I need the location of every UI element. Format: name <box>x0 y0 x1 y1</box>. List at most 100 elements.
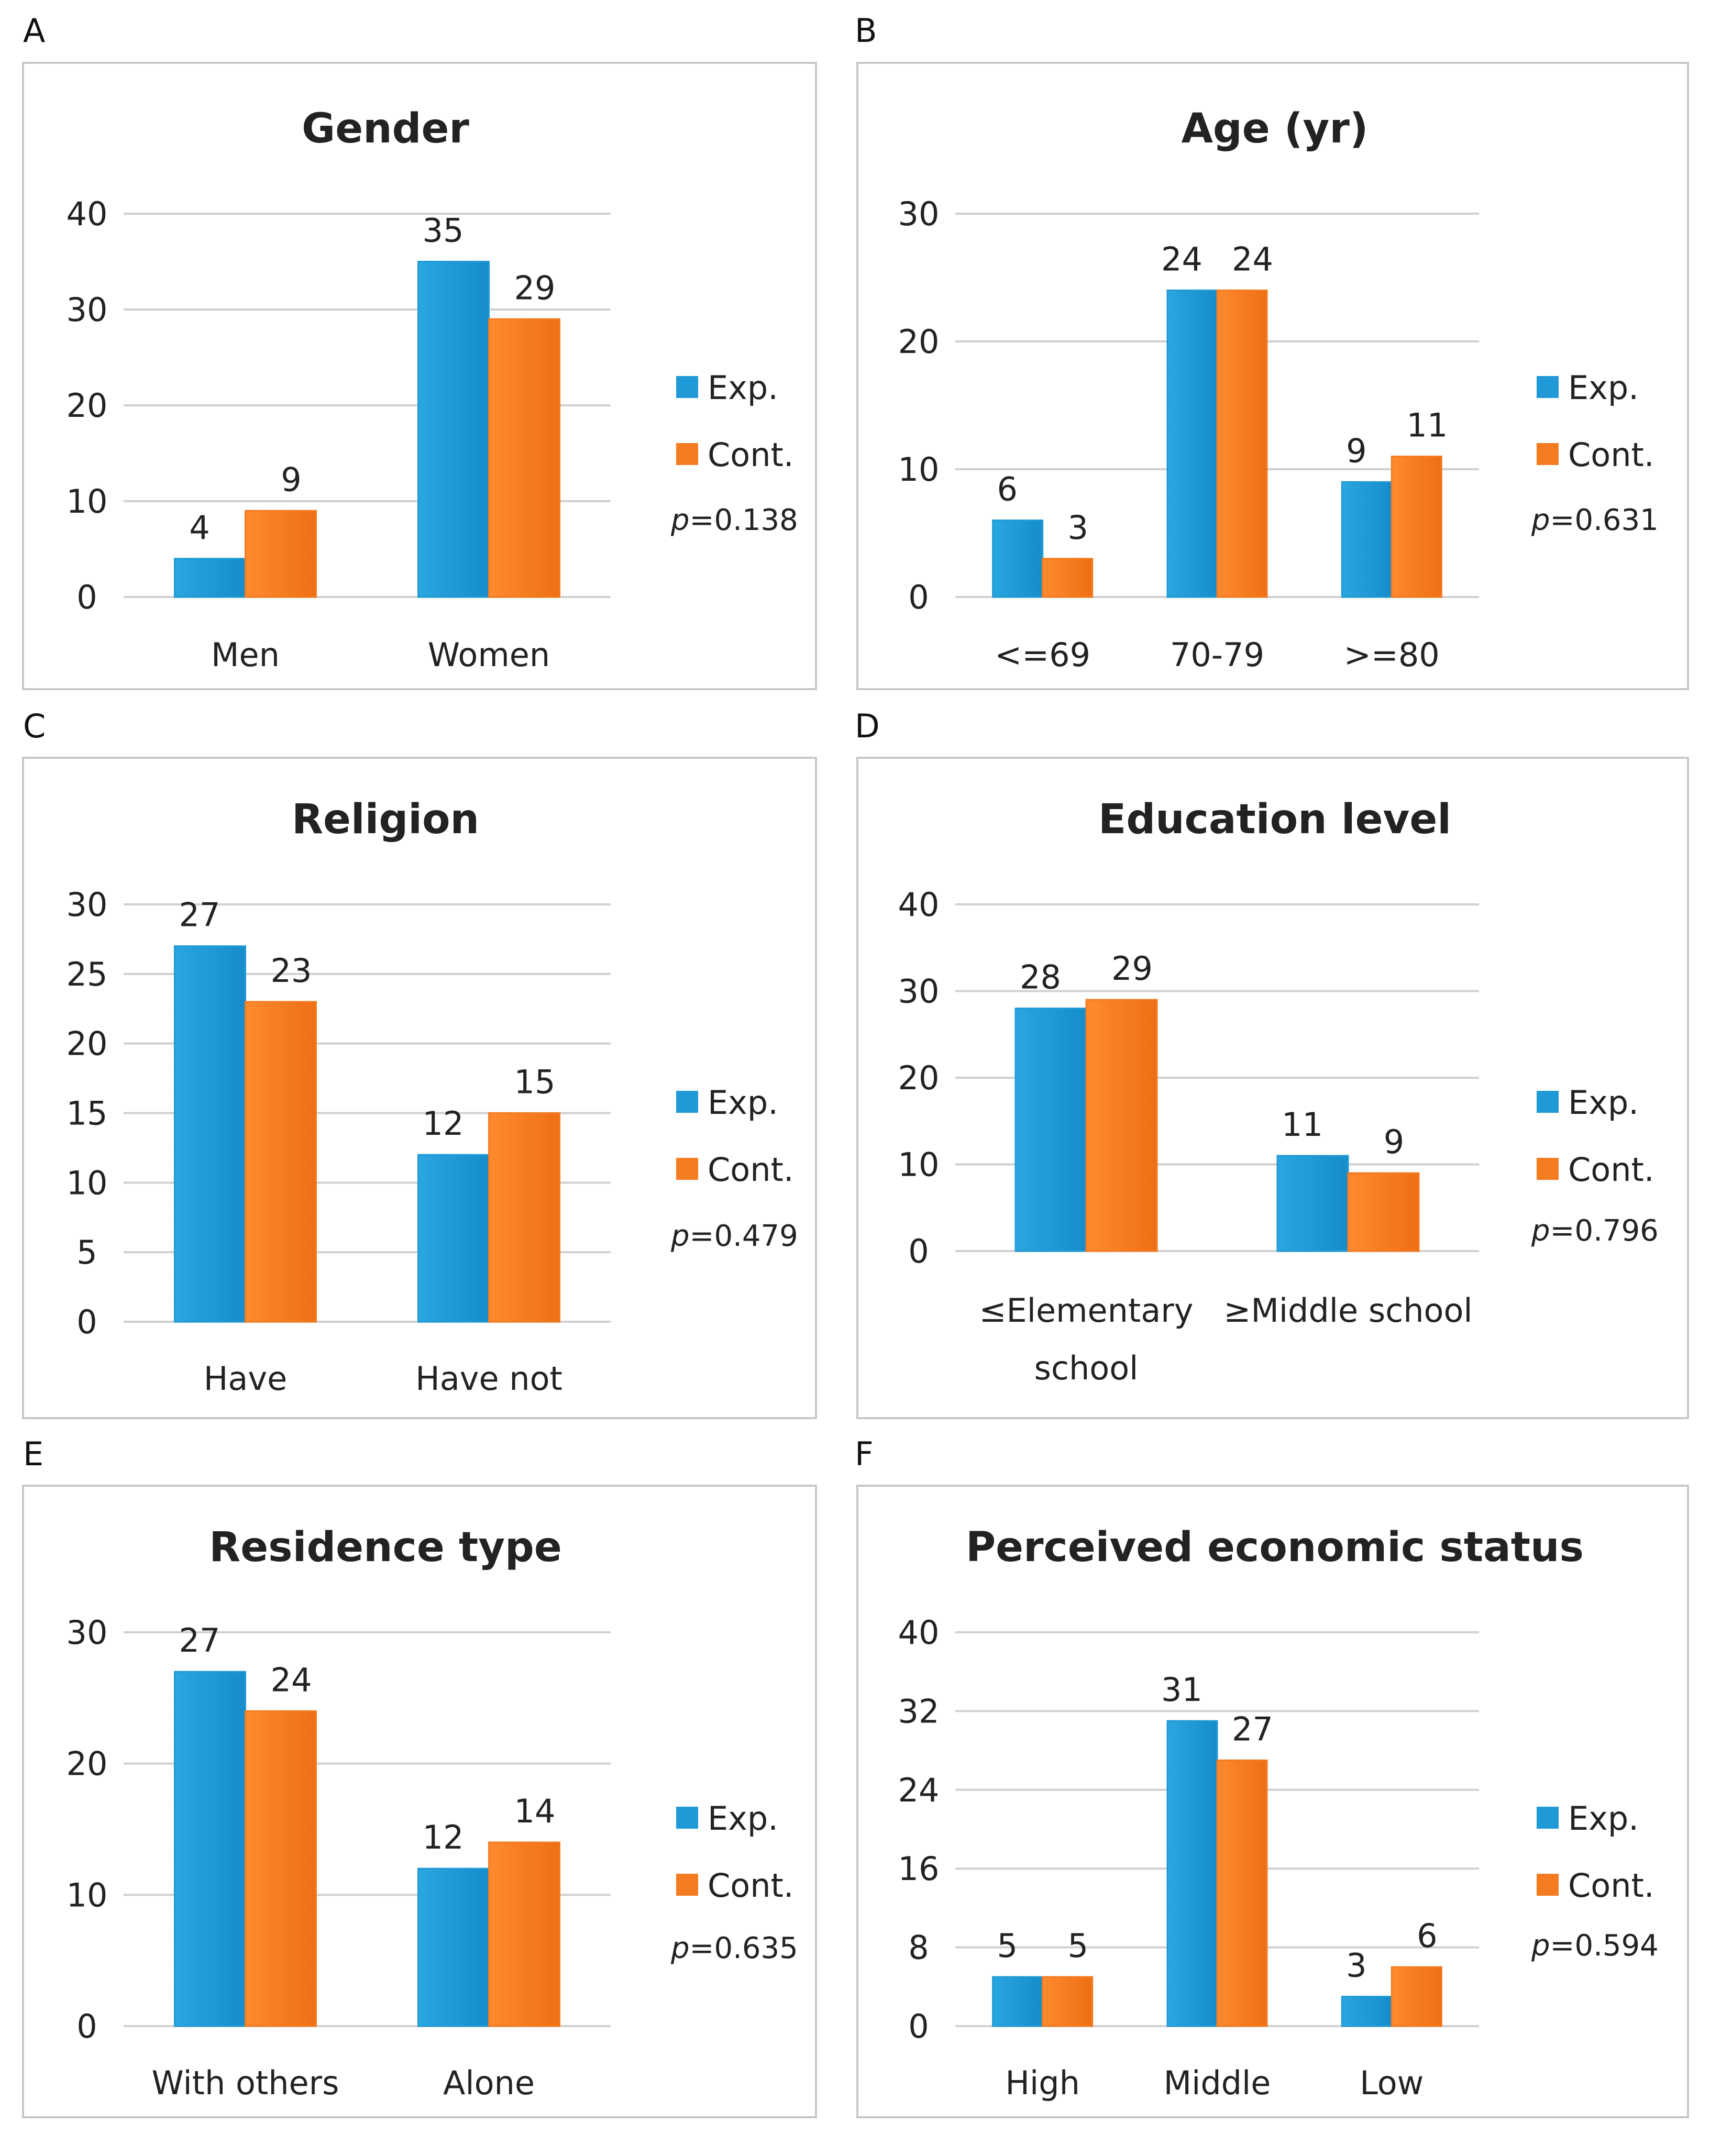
data-label-exp: 3 <box>1346 1947 1366 1985</box>
y-tick-label: 10 <box>898 450 940 489</box>
data-label-cont: 15 <box>514 1063 556 1101</box>
bar-exp <box>1166 289 1218 598</box>
chart-svg-religion: Religion 0 5 10 15 20 25 30 27 23 Have 12 15 Have not… <box>67 796 798 1398</box>
x-category-label: ≤Elementary <box>979 1291 1194 1330</box>
y-tick-label: 20 <box>67 1745 108 1783</box>
chart-panel-religion: Religion 0 5 10 15 20 25 30 27 23 Have 12 15 Have not… <box>22 757 817 1419</box>
y-tick-label: 25 <box>67 955 108 993</box>
bar-cont <box>1042 558 1094 598</box>
data-label-cont: 27 <box>1232 1710 1273 1748</box>
legend-label-exp: Exp. <box>1568 1083 1639 1122</box>
y-tick-label: 30 <box>898 195 940 233</box>
data-label-cont: 29 <box>514 269 556 307</box>
bar-cont <box>1347 1172 1420 1252</box>
y-tick-label: 30 <box>67 1613 108 1652</box>
y-tick-label: 20 <box>67 386 108 425</box>
x-category-label: <=69 <box>995 636 1090 674</box>
legend-swatch-cont <box>1537 1874 1559 1896</box>
x-category-label: Have <box>204 1359 287 1398</box>
y-tick-label: 30 <box>67 291 108 329</box>
bar-exp <box>1166 1720 1218 2027</box>
bar-cont <box>488 1112 560 1323</box>
y-tick-label: 0 <box>908 2007 929 2046</box>
legend-swatch-cont <box>1537 1158 1559 1180</box>
bar-exp <box>992 519 1044 598</box>
data-label-exp: 27 <box>179 896 220 934</box>
data-label-exp: 5 <box>997 1927 1017 1965</box>
bar-cont <box>488 318 560 598</box>
legend-swatch-exp <box>676 1091 698 1113</box>
data-label-cont: 29 <box>1111 949 1153 988</box>
panel-letter-d: D <box>855 707 880 745</box>
x-category-label: Low <box>1360 2064 1424 2102</box>
bar-exp <box>417 1154 490 1323</box>
data-label-exp: 11 <box>1282 1105 1323 1144</box>
chart-svg-age: Age (yr) 0 10 20 30 6 3 <=69 24 24 70-79 9 11 >=80 Exp… <box>898 105 1659 674</box>
y-tick-label: 10 <box>67 1876 108 1914</box>
legend-label-exp: Exp. <box>708 369 778 407</box>
bar-exp <box>174 1671 246 2027</box>
bar-cont <box>1216 1759 1268 2027</box>
x-category-label: High <box>1005 2064 1080 2102</box>
panel-letter-e: E <box>23 1435 44 1473</box>
y-tick-label: 0 <box>908 578 929 616</box>
data-label-cont: 14 <box>514 1792 556 1830</box>
y-tick-label: 20 <box>898 323 940 361</box>
y-tick-label: 40 <box>898 1613 940 1652</box>
bar-exp <box>1341 1996 1393 2027</box>
y-tick-label: 16 <box>898 1850 940 1888</box>
y-tick-label: 20 <box>67 1025 108 1063</box>
p-value: =0.138 <box>690 503 798 537</box>
panel-letter-a: A <box>23 12 46 50</box>
p-symbol: p <box>1531 1929 1550 1963</box>
legend-swatch-exp <box>1537 376 1559 398</box>
bar-cont <box>1391 456 1442 598</box>
p-value-annotation: p=0.631 <box>1531 503 1659 537</box>
data-label-cont: 24 <box>271 1661 312 1699</box>
chart-svg-economic: Perceived economic status 0 8 16 24 32 40 5 5 Hig… <box>898 1524 1659 2102</box>
bar-exp <box>174 558 246 598</box>
bar-exp <box>992 1976 1044 2027</box>
legend-swatch-cont <box>676 443 698 465</box>
x-category-label: ≥Middle school <box>1223 1291 1472 1330</box>
bar-cont <box>1085 999 1158 1252</box>
data-label-exp: 27 <box>179 1621 220 1660</box>
legend-swatch-cont <box>1537 443 1559 465</box>
bar-cont <box>245 510 317 598</box>
data-label-cont: 9 <box>1384 1123 1404 1161</box>
y-tick-label: 24 <box>898 1771 940 1809</box>
x-category-label: Men <box>211 636 280 674</box>
p-value-annotation: p=0.796 <box>1531 1214 1659 1248</box>
data-label-exp: 24 <box>1161 240 1202 278</box>
bar-exp <box>174 945 246 1323</box>
bar-exp <box>417 261 490 598</box>
data-label-exp: 9 <box>1346 432 1366 470</box>
chart-panel-education: Education level 0 10 20 30 40 28 29 ≤Elementary s… <box>856 757 1689 1419</box>
x-category-label: Have not <box>415 1359 562 1398</box>
legend-swatch-exp <box>676 1807 698 1829</box>
data-label-exp: 12 <box>423 1104 464 1143</box>
p-value-annotation: p=0.594 <box>1531 1929 1659 1963</box>
y-tick-label: 10 <box>67 482 108 521</box>
p-value: =0.479 <box>690 1219 798 1253</box>
panel-letter-b: B <box>855 12 877 50</box>
x-category-label: school <box>1034 1349 1139 1387</box>
y-tick-label: 40 <box>898 886 940 924</box>
y-tick-label: 30 <box>898 972 940 1011</box>
data-label-exp: 6 <box>997 470 1017 508</box>
x-category-label: Middle <box>1164 2064 1271 2102</box>
legend-swatch-exp <box>676 376 698 398</box>
legend-label-cont: Cont. <box>1568 1866 1654 1905</box>
chart-panel-gender: Gender 0 10 20 30 40 4 9 Men 35 29 Women Exp. Cont. p=… <box>22 62 817 690</box>
chart-title: Perceived economic status <box>966 1524 1584 1571</box>
chart-title: Religion <box>292 796 479 843</box>
x-category-label: 70-79 <box>1170 636 1264 674</box>
bar-cont <box>1042 1976 1094 2027</box>
y-tick-label: 0 <box>76 1303 97 1341</box>
legend-label-cont: Cont. <box>1568 1151 1654 1189</box>
legend-label-cont: Cont. <box>708 1866 794 1905</box>
legend-swatch-exp <box>1537 1091 1559 1113</box>
y-tick-label: 10 <box>898 1146 940 1184</box>
data-label-cont: 6 <box>1417 1917 1437 1955</box>
bar-cont <box>1391 1966 1442 2027</box>
